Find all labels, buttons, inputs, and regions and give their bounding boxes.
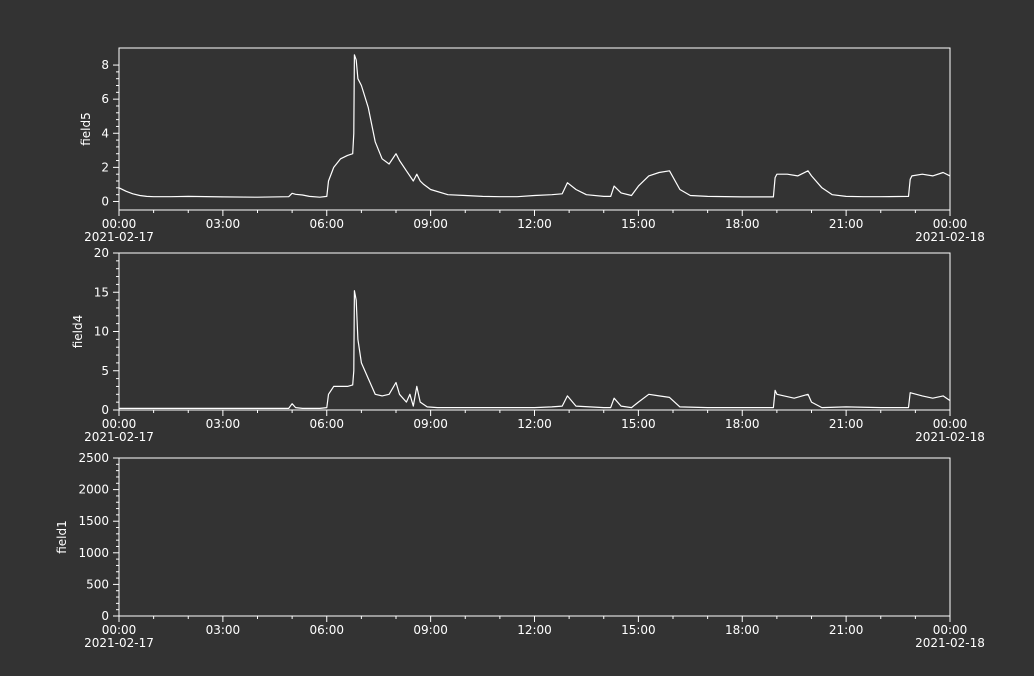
x-date-label: 2021-02-17 (84, 636, 154, 650)
y-tick-label: 5 (101, 364, 109, 378)
y-axis-label: field5 (79, 112, 93, 146)
y-tick-label: 20 (94, 246, 109, 260)
plot-frame (118, 252, 951, 411)
x-date-label: 2021-02-18 (915, 230, 985, 244)
x-date-label: 2021-02-18 (915, 430, 985, 444)
x-tick-label: 09:00 (413, 417, 448, 431)
series-line-field5 (118, 54, 951, 198)
x-tick-label: 00:00 (933, 217, 968, 231)
x-tick-label: 21:00 (829, 623, 864, 637)
panel-field1: 05001000150020002500field100:002021-02-1… (55, 451, 985, 650)
y-tick-label: 1500 (78, 514, 109, 528)
x-date-label: 2021-02-18 (915, 636, 985, 650)
x-tick-label: 15:00 (621, 417, 656, 431)
x-tick-label: 09:00 (413, 217, 448, 231)
y-tick-label: 0 (101, 609, 109, 623)
plot-frame (118, 457, 951, 617)
x-tick-label: 06:00 (309, 417, 344, 431)
x-tick-label: 12:00 (517, 217, 552, 231)
x-tick-label: 03:00 (206, 623, 241, 637)
y-tick-label: 6 (101, 92, 109, 106)
x-tick-label: 06:00 (309, 217, 344, 231)
x-tick-label: 03:00 (206, 417, 241, 431)
y-tick-label: 8 (101, 58, 109, 72)
x-tick-label: 06:00 (309, 623, 344, 637)
x-tick-label: 03:00 (206, 217, 241, 231)
y-tick-label: 10 (94, 325, 109, 339)
x-tick-label: 00:00 (102, 217, 137, 231)
x-tick-label: 18:00 (725, 623, 760, 637)
x-tick-label: 15:00 (621, 217, 656, 231)
y-tick-label: 0 (101, 194, 109, 208)
y-axis-label: field1 (55, 520, 69, 554)
y-tick-label: 2000 (78, 483, 109, 497)
x-tick-label: 21:00 (829, 417, 864, 431)
y-tick-label: 500 (86, 577, 109, 591)
x-date-label: 2021-02-17 (84, 430, 154, 444)
x-tick-label: 09:00 (413, 623, 448, 637)
y-tick-label: 1000 (78, 546, 109, 560)
x-tick-label: 00:00 (102, 417, 137, 431)
x-tick-label: 00:00 (102, 623, 137, 637)
x-tick-label: 21:00 (829, 217, 864, 231)
series-line-field4 (119, 290, 951, 409)
plot-frame (118, 47, 951, 211)
x-tick-label: 15:00 (621, 623, 656, 637)
y-axis-label: field4 (71, 315, 85, 349)
x-date-label: 2021-02-17 (84, 230, 154, 244)
y-tick-label: 2 (101, 160, 109, 174)
y-tick-label: 2500 (78, 451, 109, 465)
x-tick-label: 00:00 (933, 417, 968, 431)
y-tick-label: 4 (101, 126, 109, 140)
x-tick-label: 12:00 (517, 417, 552, 431)
x-tick-label: 18:00 (725, 217, 760, 231)
x-tick-label: 00:00 (933, 623, 968, 637)
y-tick-label: 15 (94, 285, 109, 299)
y-tick-label: 0 (101, 403, 109, 417)
x-tick-label: 18:00 (725, 417, 760, 431)
x-tick-label: 12:00 (517, 623, 552, 637)
